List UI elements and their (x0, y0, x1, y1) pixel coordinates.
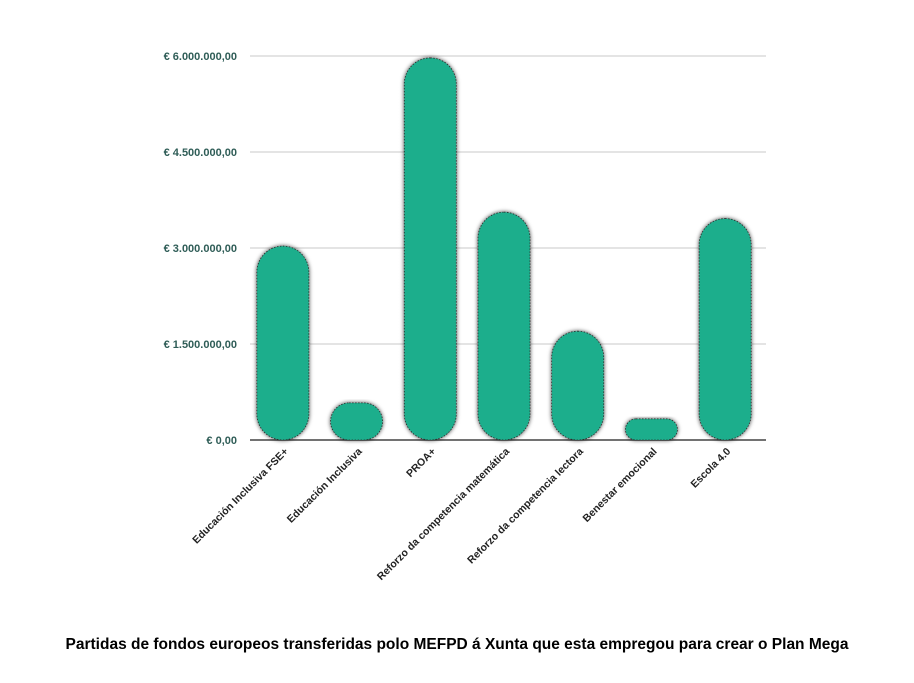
y-tick-label: € 6.000.000,00 (164, 51, 237, 63)
bar-7 (698, 218, 752, 441)
x-tick-label: Educación Inclusiva (285, 446, 365, 526)
x-axis-labels: Educación Inclusiva FSE+Educación Inclus… (190, 446, 733, 583)
y-tick-label: € 4.500.000,00 (164, 147, 237, 159)
bar-chart: € 0,00 € 1.500.000,00 € 3.000.000,00 € 4.50… (164, 51, 766, 583)
bar-5 (551, 330, 605, 441)
x-tick-label: Escola 4.0 (688, 446, 733, 491)
x-tick-label: PROA+ (404, 446, 438, 480)
chart-caption: Partidas de fondos europeos transferidas… (65, 636, 849, 653)
bar-3 (403, 57, 457, 441)
x-tick-label: Educación Inclusiva FSE+ (190, 446, 291, 547)
bars (256, 57, 752, 441)
bar-6 (625, 418, 678, 441)
y-tick-label: € 1.500.000,00 (164, 339, 237, 351)
y-tick-label: € 3.000.000,00 (164, 243, 237, 255)
x-tick-label: Reforzo da competencia matemática (375, 446, 512, 583)
bar-4 (477, 211, 531, 441)
y-axis-ticks: € 0,00 € 1.500.000,00 € 3.000.000,00 € 4.50… (164, 51, 237, 447)
bar-1 (256, 245, 310, 441)
y-tick-label: € 0,00 (206, 435, 237, 447)
bar-2 (330, 402, 383, 441)
x-tick-label: Benestar emocional (580, 446, 659, 525)
x-tick-label: Reforzo da competencia lectora (465, 446, 586, 567)
